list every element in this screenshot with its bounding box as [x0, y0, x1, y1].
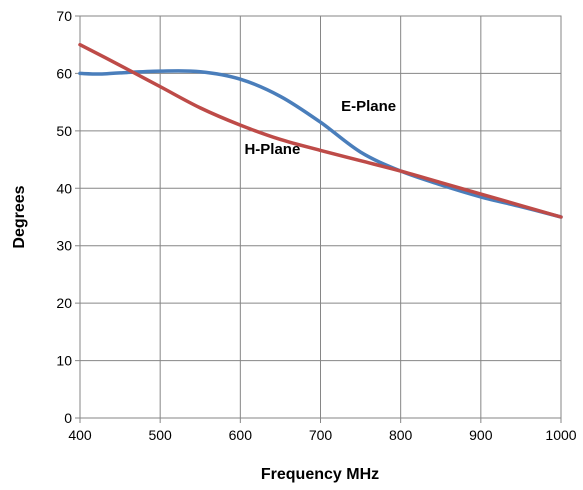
- x-tick-label-400: 400: [68, 427, 92, 443]
- series-line-h-plane: [78, 42, 563, 219]
- annotation-e-plane: E-Plane: [341, 98, 396, 115]
- y-tick-label-40: 40: [56, 180, 72, 196]
- x-tick-label-800: 800: [389, 427, 413, 443]
- annotation-h-plane: H-Plane: [244, 141, 300, 158]
- y-tick-label-20: 20: [56, 295, 72, 311]
- annotations: E-Plane H-Plane: [244, 98, 396, 158]
- x-tick-label-1000: 1000: [545, 427, 576, 443]
- y-tick-label-0: 0: [64, 410, 72, 426]
- series-group: [78, 42, 563, 219]
- y-tick-label-70: 70: [56, 8, 72, 24]
- x-tick-label-500: 500: [148, 427, 172, 443]
- y-tick-label-10: 10: [56, 353, 72, 369]
- x-axis-ticks: 400 500 600 700 800 900 1000: [68, 427, 576, 443]
- x-tick-label-900: 900: [469, 427, 493, 443]
- y-axis-ticks: 0 10 20 30 40 50 60 70: [56, 8, 72, 426]
- x-tick-label-700: 700: [309, 427, 333, 443]
- y-tick-label-50: 50: [56, 123, 72, 139]
- y-tick-label-60: 60: [56, 65, 72, 81]
- x-axis-title: Frequency MHz: [261, 466, 379, 483]
- y-axis-title: Degrees: [11, 185, 28, 248]
- x-tick-label-600: 600: [229, 427, 253, 443]
- y-tick-label-30: 30: [56, 238, 72, 254]
- grid: [75, 15, 562, 423]
- series-line-e-plane: [78, 69, 563, 219]
